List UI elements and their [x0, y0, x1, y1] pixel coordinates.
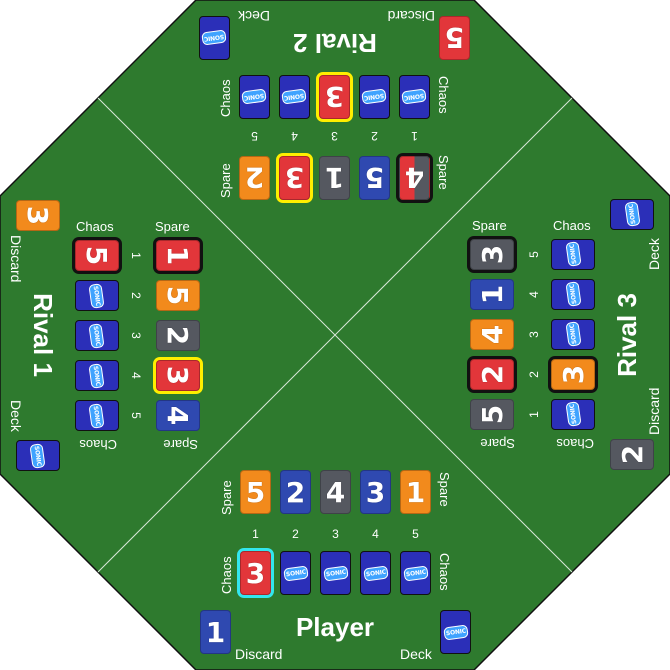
chaos-label: Chaos [556, 436, 594, 451]
card-value: 3 [475, 244, 509, 265]
slot-number: 3 [527, 331, 541, 338]
card-back-text: SONIC [568, 404, 578, 425]
spare-label: Spare [472, 218, 507, 233]
chaos-card-4[interactable]: SONIC [360, 551, 391, 595]
sonic-logo-icon: SONIC [564, 321, 582, 348]
slot-number: 2 [292, 527, 299, 541]
spare-card-3[interactable]: 4 [320, 470, 351, 514]
chaos-card-5[interactable]: SONIC [551, 239, 595, 270]
spare-card-5[interactable]: 3 [470, 239, 514, 270]
card-value: 1 [205, 615, 226, 649]
chaos-card-1[interactable]: 3 [240, 551, 271, 595]
spare-card-2[interactable]: 2 [280, 470, 311, 514]
card-back-text: SONIC [568, 284, 578, 305]
player-name: Player [295, 612, 375, 642]
chaos-card-3[interactable]: SONIC [551, 319, 595, 350]
slot-number: 5 [527, 251, 541, 258]
slot-number: 3 [332, 527, 339, 541]
chaos-label: Chaos [553, 218, 591, 233]
card-value: 5 [475, 404, 509, 425]
spare-label: Spare [480, 436, 515, 451]
divider-line [97, 97, 573, 573]
deck-card[interactable]: SONIC [440, 610, 471, 654]
discard-label: Discard [235, 646, 283, 662]
chaos-card-2[interactable]: SONIC [280, 551, 311, 595]
chaos-card-3[interactable]: SONIC [320, 551, 351, 595]
spare-card-2[interactable]: 2 [470, 359, 514, 390]
chaos-card-4[interactable]: SONIC [551, 279, 595, 310]
card-value: 4 [325, 475, 346, 509]
slot-number: 4 [527, 291, 541, 298]
spare-card-3[interactable]: 4 [470, 319, 514, 350]
chaos-card-5[interactable]: SONIC [400, 551, 431, 595]
chaos-card-2[interactable]: 3 [551, 359, 595, 390]
sonic-logo-icon: SONIC [564, 281, 582, 308]
spare-card-5[interactable]: 1 [400, 470, 431, 514]
spare-card-4[interactable]: 1 [470, 279, 514, 310]
discard-label: Discard [646, 387, 662, 435]
card-back-text: SONIC [568, 244, 578, 265]
card-value: 1 [475, 284, 509, 305]
spare-card-1[interactable]: 5 [240, 470, 271, 514]
player-name: Rival 3 [612, 293, 642, 377]
sonic-logo-icon: SONIC [564, 401, 582, 428]
card-value: 2 [475, 364, 509, 385]
slot-number: 1 [252, 527, 259, 541]
spare-card-4[interactable]: 3 [360, 470, 391, 514]
chaos-card-1[interactable]: SONIC [551, 399, 595, 430]
card-value: 5 [245, 475, 266, 509]
card-value: 2 [285, 475, 306, 509]
card-value: 3 [556, 364, 590, 385]
deck-label: Deck [646, 238, 662, 270]
card-value: 3 [365, 475, 386, 509]
slot-number: 2 [527, 371, 541, 378]
card-value: 4 [475, 324, 509, 345]
spare-card-1[interactable]: 5 [470, 399, 514, 430]
slot-number: 1 [527, 411, 541, 418]
deck-label: Deck [400, 646, 432, 662]
slot-number: 4 [372, 527, 379, 541]
card-value: 3 [245, 556, 266, 590]
sonic-logo-icon: SONIC [564, 241, 582, 268]
card-back-text: SONIC [568, 324, 578, 345]
card-value: 1 [405, 475, 426, 509]
slot-number: 5 [412, 527, 419, 541]
discard-card[interactable]: 1 [200, 610, 231, 654]
